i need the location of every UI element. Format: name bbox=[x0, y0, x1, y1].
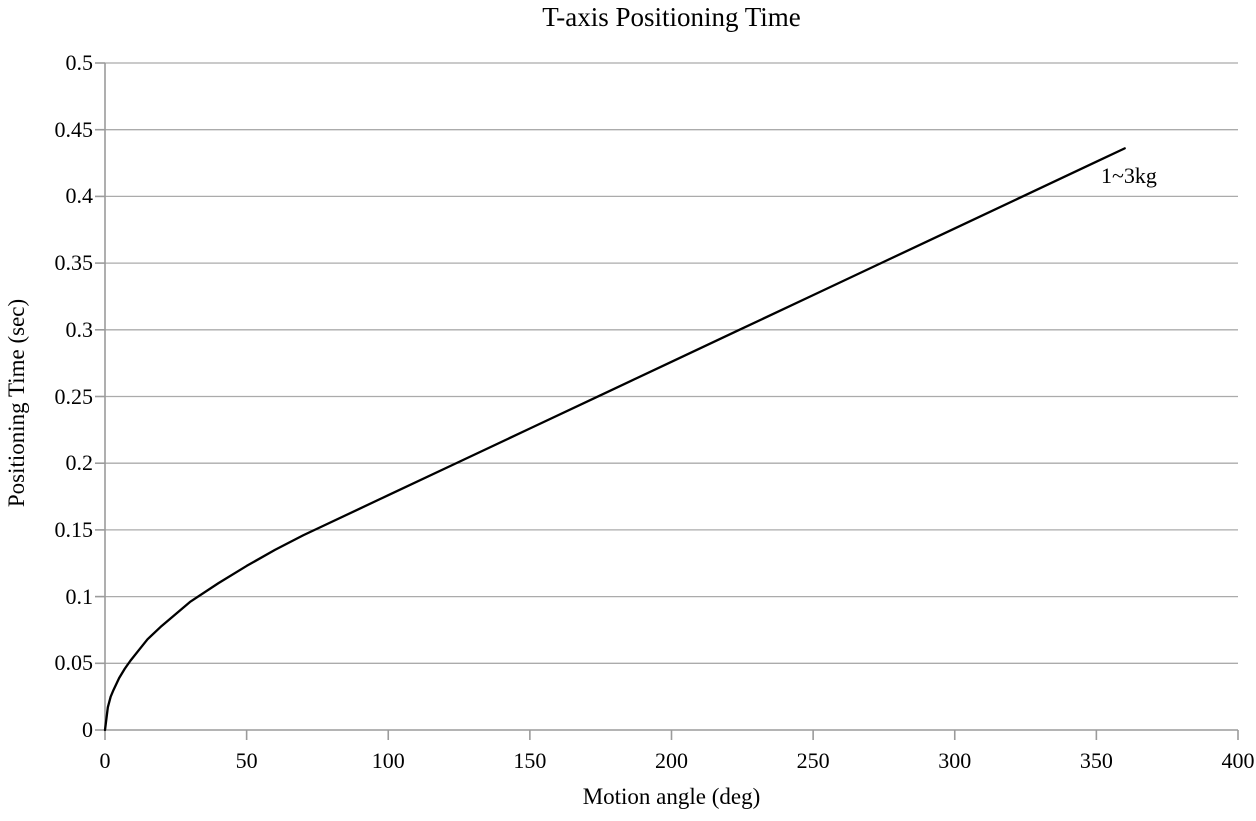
series-label-annotation: 1~3kg bbox=[1101, 163, 1157, 188]
y-tick-label: 0.1 bbox=[65, 583, 94, 609]
y-tick-label: 0.4 bbox=[65, 183, 94, 209]
y-tick-label: 0.15 bbox=[54, 516, 94, 542]
x-axis-title: Motion angle (deg) bbox=[582, 784, 761, 809]
y-tick-label: 0.3 bbox=[65, 316, 94, 342]
series-curve bbox=[103, 147, 1126, 732]
chart-title: T-axis Positioning Time bbox=[542, 2, 801, 32]
x-tick-label: 300 bbox=[938, 748, 972, 773]
y-tick-label: 0.35 bbox=[54, 250, 94, 276]
x-tick-label: 400 bbox=[1221, 748, 1255, 773]
y-tick-label: 0.5 bbox=[65, 50, 94, 75]
x-tick-label: 350 bbox=[1079, 748, 1113, 773]
x-tick-label: 250 bbox=[796, 748, 830, 773]
x-tick-label: 0 bbox=[99, 748, 111, 773]
x-tick-label: 100 bbox=[371, 748, 405, 773]
y-tick-label: 0.05 bbox=[54, 650, 94, 676]
y-tick-label: 0.2 bbox=[65, 450, 94, 476]
x-tick-label: 50 bbox=[235, 748, 258, 773]
y-tick-label: 0 bbox=[82, 717, 93, 742]
x-tick-label: 150 bbox=[513, 748, 547, 773]
y-tick-label: 0.45 bbox=[54, 116, 94, 142]
x-tick-label: 200 bbox=[655, 748, 688, 773]
y-tick-label: 0.25 bbox=[54, 383, 94, 409]
